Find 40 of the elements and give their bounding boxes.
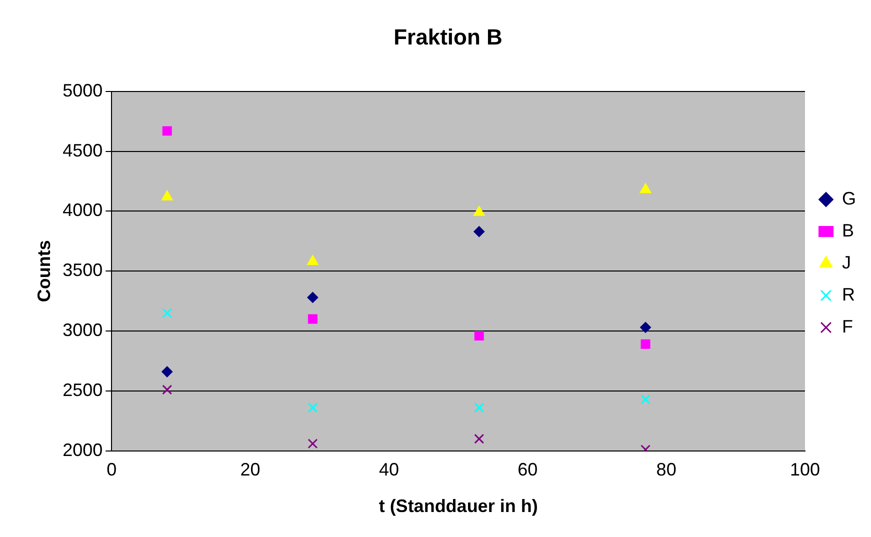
point [162,126,172,136]
x-axis-title: t (Standdauer in h) [378,496,538,516]
point [308,314,318,324]
point [474,331,484,341]
point [474,402,484,413]
point [162,384,172,395]
x-tick-label: 40 [378,460,399,480]
legend-label: G [842,188,856,208]
y-tick-label: 5000 [62,80,103,100]
point [161,190,173,200]
y-tick-label: 3500 [62,260,103,280]
point [640,339,650,349]
point [308,438,318,449]
x-tick-label: 0 [106,460,117,480]
point [640,183,652,194]
x-tick-label: 100 [790,460,820,480]
y-axis-title: Counts [34,240,54,302]
point [640,394,651,404]
legend-label: R [842,284,855,304]
y-tick-label: 4500 [62,140,103,160]
point [162,308,172,318]
y-tick-label: 2500 [62,380,103,400]
y-tick-label: 3000 [62,320,103,340]
x-tick-label: 80 [656,460,676,480]
legend-label: B [842,220,854,240]
chart-title: Fraktion B [394,24,502,50]
x-tick-label: 60 [518,460,538,480]
y-tick-label: 4000 [62,200,103,220]
point [474,434,484,444]
point [308,402,318,413]
point [162,366,173,378]
point [473,206,485,216]
point [307,292,318,303]
point [307,255,318,266]
legend-label: F [842,316,853,336]
y-tick-label: 2000 [62,440,103,460]
x-tick-label: 20 [240,460,260,480]
point [474,226,485,238]
point [640,322,652,333]
legend-label: J [842,252,851,272]
